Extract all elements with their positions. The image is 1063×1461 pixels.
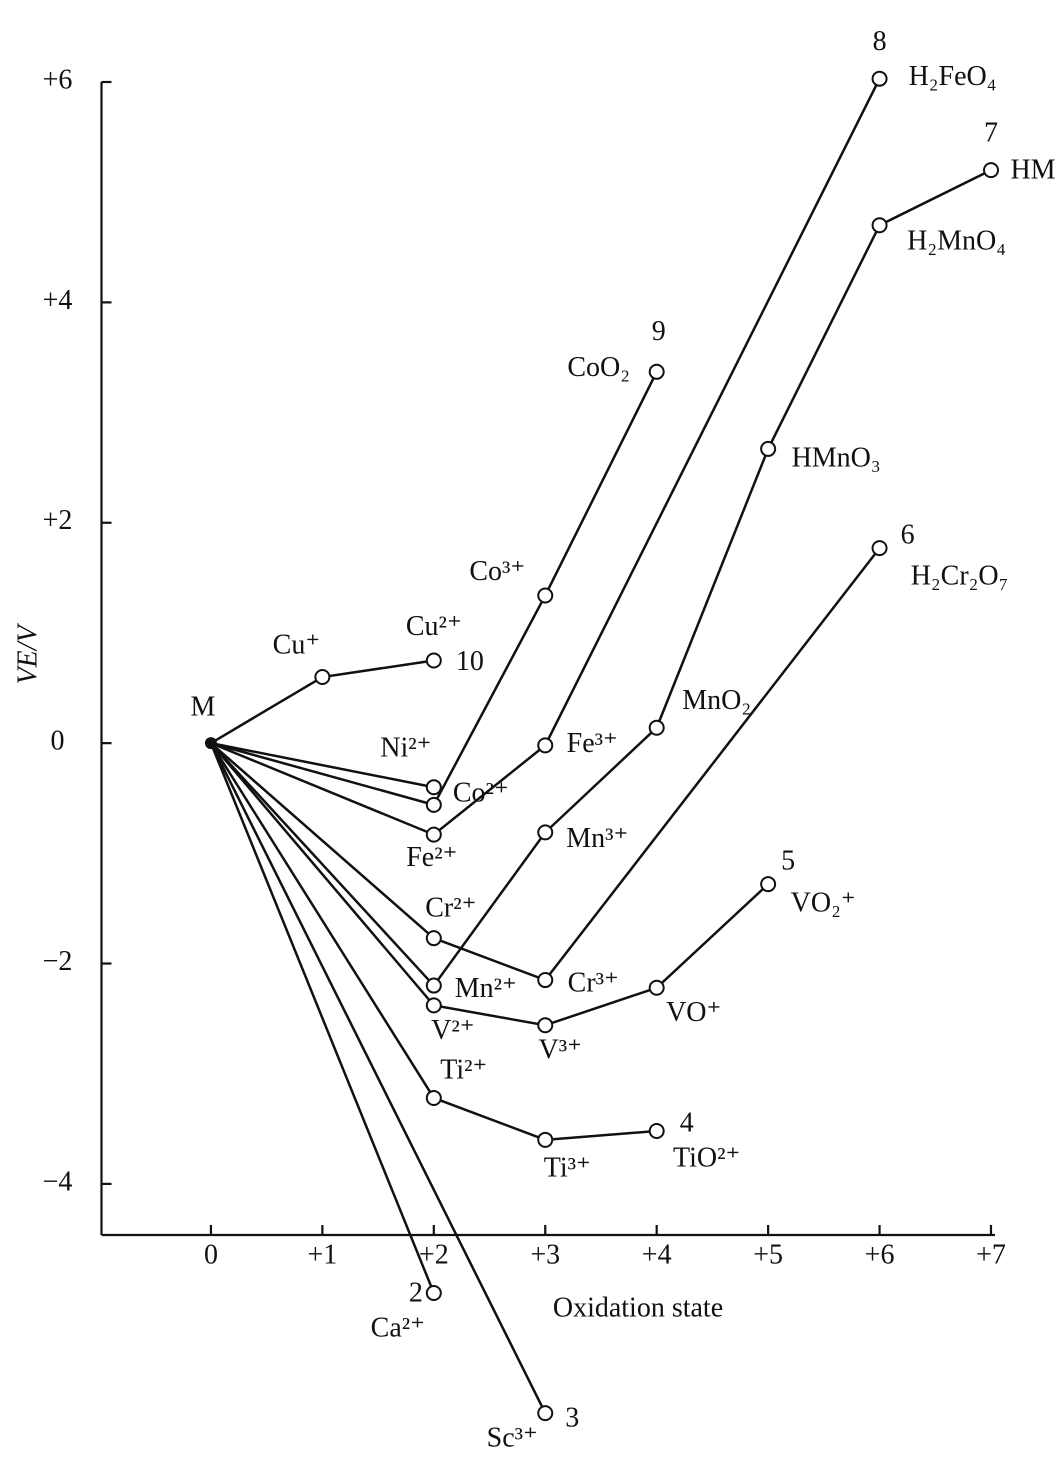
- y-tick-label: +4: [43, 285, 73, 316]
- point-label: V²⁺: [431, 1015, 474, 1046]
- point-label: Sc³⁺: [487, 1423, 538, 1454]
- point-label: CoO₂: [567, 352, 630, 383]
- point: [537, 587, 554, 604]
- y-tick-label: −2: [43, 946, 73, 977]
- series-number: 9: [652, 316, 666, 347]
- point: [425, 1284, 442, 1301]
- point: [425, 977, 442, 994]
- y-tick-label: +6: [43, 64, 73, 95]
- series-number: 3: [565, 1403, 579, 1434]
- series-line: [209, 742, 547, 1414]
- origin-point: [204, 737, 217, 750]
- y-tick-label: +2: [43, 505, 73, 536]
- series-number: 10: [456, 646, 484, 677]
- point-label: Co²⁺: [453, 777, 509, 808]
- series-line: [210, 547, 881, 982]
- point: [871, 217, 888, 234]
- point-label: TiO²⁺: [673, 1142, 740, 1173]
- point-label: Cr²⁺: [425, 893, 476, 924]
- series-line: [210, 371, 658, 807]
- point: [648, 363, 665, 380]
- point: [425, 997, 442, 1014]
- point: [425, 1089, 442, 1106]
- point: [871, 540, 888, 557]
- point: [537, 824, 554, 841]
- point: [648, 719, 665, 736]
- x-axis-label: Oxidation state: [553, 1292, 723, 1323]
- point-label: MnO₂: [682, 685, 751, 716]
- series-number: 4: [680, 1107, 694, 1138]
- y-tick-label: 0: [51, 726, 65, 757]
- point-label: Cr³⁺: [568, 967, 619, 998]
- x-tick-label: +5: [753, 1239, 783, 1270]
- point: [537, 1405, 554, 1422]
- point-label: V³⁺: [539, 1035, 582, 1066]
- series-number: 5: [781, 846, 795, 877]
- x-tick-label: +6: [865, 1239, 895, 1270]
- x-tick-label: +3: [530, 1239, 560, 1270]
- series-number: 7: [984, 118, 998, 149]
- series-number: 2: [409, 1277, 423, 1308]
- point-label: Fe²⁺: [406, 842, 457, 873]
- series-line: [210, 169, 992, 988]
- point: [425, 652, 442, 669]
- point-label: Cu⁺: [273, 629, 320, 660]
- point: [537, 1131, 554, 1148]
- point-label: Ti³⁺: [544, 1152, 591, 1183]
- point: [537, 972, 554, 989]
- y-axis-label: VE/V: [12, 623, 43, 685]
- point-label: Ti²⁺: [440, 1054, 487, 1085]
- point-label: Mn³⁺: [566, 823, 628, 854]
- point: [871, 70, 888, 87]
- point-label: H₂FeO₄: [909, 61, 997, 92]
- series-number: 8: [873, 26, 887, 57]
- point: [648, 1123, 665, 1140]
- point-label: HM: [1010, 155, 1055, 186]
- point-label: Mn²⁺: [455, 973, 517, 1004]
- point-label: HMnO₃: [792, 442, 881, 473]
- x-tick-label: 0: [204, 1239, 218, 1270]
- point: [425, 779, 442, 796]
- x-tick-label: +4: [642, 1239, 672, 1270]
- origin-label: M: [190, 692, 215, 723]
- point-label: Ni²⁺: [380, 733, 431, 764]
- series-line: [210, 741, 435, 789]
- point-label: VO₂⁺: [791, 888, 856, 919]
- x-tick-label: +7: [976, 1239, 1006, 1270]
- point: [425, 930, 442, 947]
- point: [425, 796, 442, 813]
- y-tick-label: −4: [43, 1166, 73, 1197]
- series-line: [209, 742, 657, 1142]
- point-label: H₂Cr₂O₇: [911, 561, 1009, 592]
- point-label: Cu²⁺: [406, 611, 462, 642]
- point-label: Fe³⁺: [567, 728, 618, 759]
- series-line: [210, 78, 881, 837]
- point-label: Ca²⁺: [371, 1312, 425, 1343]
- point-label: H₂MnO₄: [907, 226, 1006, 257]
- point-label: VO⁺: [666, 997, 721, 1028]
- series-number: 6: [901, 520, 915, 551]
- point: [760, 440, 777, 457]
- point: [425, 826, 442, 843]
- point: [537, 1017, 554, 1034]
- point-label: Co³⁺: [469, 556, 525, 587]
- point: [648, 979, 665, 996]
- point: [983, 162, 999, 179]
- series-line: [209, 742, 435, 1294]
- point: [537, 737, 554, 754]
- point: [760, 876, 777, 893]
- point: [314, 669, 331, 686]
- x-tick-label: +1: [307, 1239, 337, 1270]
